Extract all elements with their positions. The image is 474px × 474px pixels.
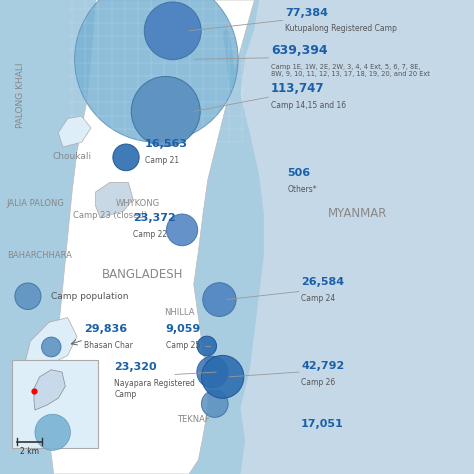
Text: 16,563: 16,563 [145,139,188,149]
Polygon shape [49,0,255,474]
Text: 113,747: 113,747 [271,82,324,95]
Text: Nayapara Registered
Camp: Nayapara Registered Camp [114,379,195,399]
Text: Camp 14,15 and 16: Camp 14,15 and 16 [271,101,346,110]
Text: 17,051: 17,051 [301,419,344,429]
Text: 639,394: 639,394 [271,44,328,57]
Text: 42,792: 42,792 [301,361,345,371]
Text: Others*: Others* [287,185,317,194]
Polygon shape [58,116,91,147]
Text: NHILLA: NHILLA [164,309,195,317]
Polygon shape [240,0,474,474]
Circle shape [42,337,61,357]
Text: Camp 25: Camp 25 [166,341,200,350]
Text: Camp 26: Camp 26 [301,378,336,387]
Text: Bhasan Char: Bhasan Char [84,341,133,350]
Text: 506: 506 [287,168,310,178]
Circle shape [197,336,217,356]
Circle shape [15,283,41,310]
Circle shape [74,0,238,142]
Text: 29,836: 29,836 [84,324,127,334]
FancyBboxPatch shape [11,360,98,448]
Text: Camp population: Camp population [51,292,129,301]
Polygon shape [96,182,133,218]
Text: TEKNAF: TEKNAF [177,415,210,424]
Text: Camp 23 (closed): Camp 23 (closed) [73,211,146,220]
Circle shape [201,390,228,418]
Circle shape [131,76,200,146]
Text: PALONG KHALI: PALONG KHALI [17,62,26,128]
Polygon shape [26,318,77,370]
Text: 23,320: 23,320 [114,362,157,372]
Text: Choukali: Choukali [53,152,92,161]
Text: BANGLADESH: BANGLADESH [101,268,183,282]
Circle shape [35,414,71,450]
Text: Camp 22: Camp 22 [133,230,167,239]
Circle shape [113,144,139,171]
Text: MYANMAR: MYANMAR [328,207,387,220]
Circle shape [203,283,236,317]
Text: Camp 21: Camp 21 [145,156,179,165]
Text: WHYKONG: WHYKONG [116,200,160,208]
Text: BAHARCHHARA: BAHARCHHARA [7,252,72,260]
Text: 9,059: 9,059 [166,324,201,334]
Text: Kutupalong Registered Camp: Kutupalong Registered Camp [285,24,397,33]
Text: Camp 24: Camp 24 [301,294,336,303]
Circle shape [201,356,244,398]
Circle shape [197,356,228,388]
Text: 23,372: 23,372 [133,213,176,223]
Text: 26,584: 26,584 [301,277,344,287]
Text: 2 km: 2 km [20,447,39,456]
Text: Camp 1E, 1W, 2E, 2W, 3, 4, 4 Ext, 5, 6, 7, 8E,
8W, 9, 10, 11, 12, 13, 17, 18, 19: Camp 1E, 1W, 2E, 2W, 3, 4, 4 Ext, 5, 6, … [271,64,430,77]
Polygon shape [34,370,65,410]
Circle shape [166,214,198,246]
Text: 77,384: 77,384 [285,8,328,18]
Text: JALIA PALONG: JALIA PALONG [6,200,64,208]
Circle shape [144,2,201,60]
